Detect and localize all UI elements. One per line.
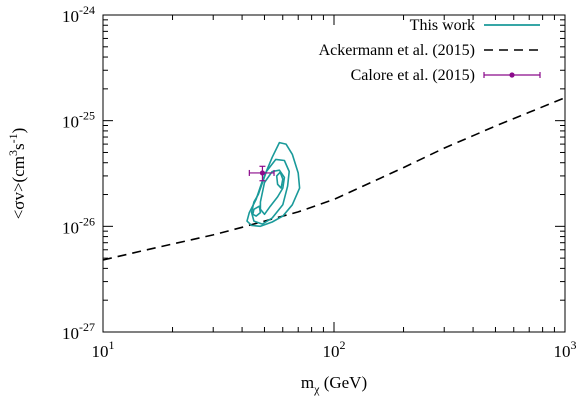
x-tick-label-base: 10 [92,342,109,361]
this-work-contour-4 [275,171,284,189]
y-tick-label-exponent: -25 [79,109,95,123]
x-tick-label-base: 10 [323,342,340,361]
y-tick-label-exponent: -27 [79,320,95,334]
legend-swatch-calore-marker [509,72,515,78]
x-tick-label: 101 [92,338,115,361]
legend-label-ackermann: Ackermann et al. (2015) [319,42,475,59]
y-tick-label-exponent: -24 [79,3,95,17]
this-work-contour-2 [250,158,291,225]
y-axis-label-sup2: -1 [6,133,20,143]
y-axis-label-part-c: ) [9,128,28,134]
x-tick-label: 103 [554,338,577,361]
this-work-contour-5 [252,205,262,217]
x-axis-label-rest: (GeV) [319,373,367,392]
y-tick-label-exponent: -26 [79,214,95,228]
y-axis-label-sup1: 3 [6,150,20,156]
x-axis-label-base: m [301,373,314,392]
y-axis-label-part-b: s [9,143,28,150]
calore-point [259,170,266,176]
y-tick-label-base: 10 [62,218,79,237]
x-tick-label: 102 [323,338,346,361]
legend-label-calore: Calore et al. (2015) [351,67,475,84]
y-tick-label: 10-25 [62,109,95,132]
x-tick-label-exponent: 2 [340,338,346,352]
x-axis-label-sub: χ [313,382,320,396]
x-tick-label-exponent: 3 [571,338,577,352]
x-tick-label-base: 10 [554,342,571,361]
y-tick-label: 10-24 [62,3,95,26]
y-axis-label: <σv>(cm3s-1) [6,128,28,220]
ackermann-limit-line [102,96,566,261]
this-work-contour-1 [246,141,301,228]
y-tick-label-base: 10 [62,7,79,26]
legend-label-this-work: This work [410,17,475,34]
y-tick-label: 10-27 [62,320,95,343]
y-tick-label-base: 10 [62,324,79,343]
y-tick-label-base: 10 [62,113,79,132]
y-tick-label: 10-26 [62,214,95,237]
x-tick-label-exponent: 1 [109,338,115,352]
legend: This work Ackermann et al. (2015) Calore… [319,17,541,84]
x-axis-label: mχ (GeV) [301,373,367,396]
this-work-contour-3 [259,169,286,216]
plot-content [102,96,566,261]
y-axis-label-part-a: <σv>(cm [9,156,28,219]
